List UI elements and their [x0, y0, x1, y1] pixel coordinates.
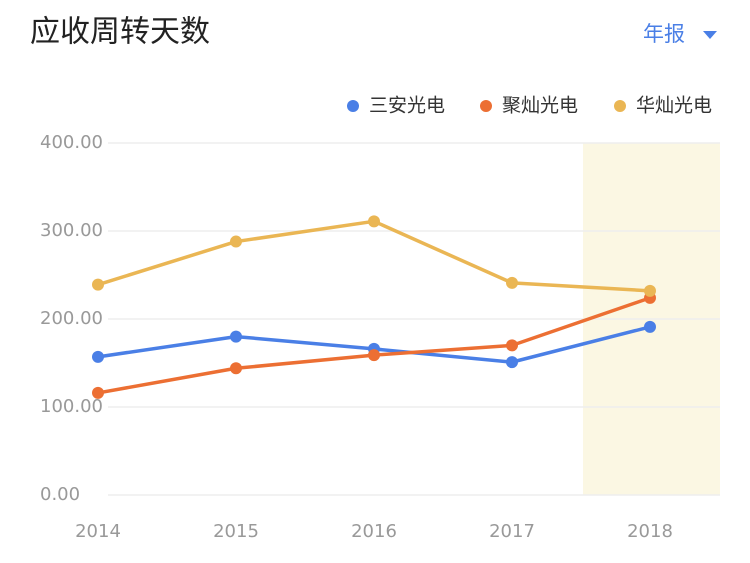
- data-point: [506, 356, 518, 369]
- legend-label: 聚灿光电: [502, 95, 578, 117]
- data-point: [506, 276, 518, 289]
- data-point: [644, 320, 656, 333]
- data-point: [92, 278, 104, 291]
- y-tick-label: 200.00: [40, 308, 103, 329]
- data-point: [230, 330, 242, 343]
- legend-marker: [347, 100, 359, 112]
- period-selector[interactable]: 年报: [643, 22, 685, 46]
- legend-label: 三安光电: [369, 95, 445, 117]
- data-point: [368, 215, 380, 228]
- x-tick-label: 2018: [627, 521, 673, 542]
- data-point: [368, 349, 380, 362]
- data-point: [506, 339, 518, 352]
- dropdown-arrow[interactable]: [703, 31, 717, 39]
- data-point: [92, 386, 104, 399]
- y-tick-label: 400.00: [40, 132, 103, 153]
- y-tick-label: 0.00: [40, 484, 80, 505]
- y-tick-label: 300.00: [40, 220, 103, 241]
- x-tick-label: 2014: [75, 521, 121, 542]
- x-tick-label: 2017: [489, 521, 535, 542]
- y-tick-label: 100.00: [40, 396, 103, 417]
- legend-label: 华灿光电: [636, 95, 712, 117]
- data-point: [230, 235, 242, 248]
- data-point: [92, 350, 104, 363]
- data-point: [230, 362, 242, 375]
- chart-title: 应收周转天数: [30, 15, 210, 50]
- period-dropdown[interactable]: 年报: [643, 22, 717, 46]
- legend-marker: [480, 100, 492, 112]
- legend-marker: [614, 100, 626, 112]
- data-point: [644, 284, 656, 297]
- x-tick-label: 2015: [213, 521, 259, 542]
- x-tick-label: 2016: [351, 521, 397, 542]
